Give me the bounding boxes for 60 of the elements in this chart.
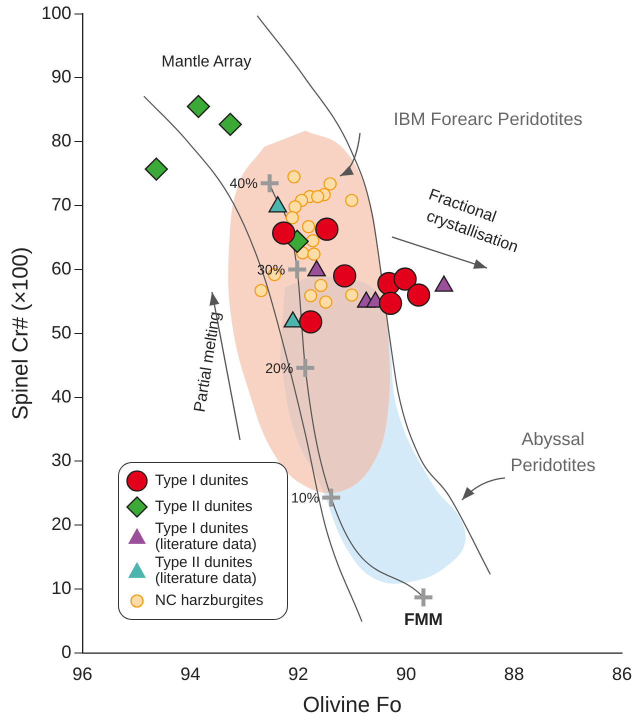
y-tick-label: 80 — [51, 130, 72, 151]
annotation: Mantle Array — [162, 53, 252, 70]
point — [288, 200, 302, 214]
point — [144, 157, 168, 181]
y-tick-label: 10 — [51, 578, 72, 598]
y-tick-label: 0 — [61, 642, 72, 662]
annotation: 40% — [230, 175, 258, 192]
point — [258, 172, 281, 194]
y-axis-title: Spinel Cr# (×100) — [7, 246, 32, 420]
y-tick-label: 30 — [51, 450, 72, 470]
point — [412, 586, 434, 608]
point — [314, 278, 328, 292]
y-tick-label: 50 — [51, 322, 72, 342]
point — [294, 356, 316, 379]
point — [286, 211, 299, 224]
y-tick-label: 20 — [51, 514, 72, 534]
y-tick-label: 90 — [51, 66, 72, 87]
point — [311, 190, 324, 204]
point — [319, 295, 332, 309]
x-axis-title: Olivine Fo — [302, 692, 402, 717]
legend-label: Type II dunites (literature data) — [155, 554, 258, 587]
annotation: Partial melting — [192, 310, 224, 414]
point — [272, 221, 296, 245]
point — [254, 284, 268, 298]
legend-label: NC harzburgites — [155, 592, 264, 609]
x-tick-label: 92 — [288, 664, 308, 684]
annotation: Abyssal Peridotites — [510, 428, 596, 475]
point — [323, 177, 337, 190]
x-tick-label: 96 — [72, 664, 92, 684]
point — [186, 94, 210, 118]
point — [406, 283, 430, 307]
point — [320, 486, 342, 509]
point — [287, 170, 301, 184]
x-tick-label: 94 — [180, 664, 200, 684]
legend-label: Type II dunites — [155, 498, 253, 515]
point — [306, 234, 320, 248]
annotation: FMM — [404, 610, 443, 630]
point — [299, 310, 322, 334]
point — [302, 220, 316, 234]
annotation: IBM Forearc Peridotites — [393, 108, 583, 129]
y-tick-label: 40 — [51, 386, 72, 406]
x-tick-label: 86 — [612, 664, 632, 684]
y-tick-label: 60 — [51, 258, 72, 278]
point — [307, 248, 320, 261]
point — [345, 288, 358, 302]
y-tick-label: 100 — [41, 2, 72, 23]
legend-label: Type I dunites — [155, 472, 248, 489]
x-tick-label: 90 — [396, 664, 416, 684]
x-tick-label: 88 — [504, 664, 524, 684]
point — [345, 194, 358, 208]
point — [304, 289, 318, 302]
point — [393, 267, 417, 291]
legend-label: Type I dunites (literature data) — [155, 520, 258, 553]
point — [315, 218, 338, 241]
line-series — [143, 96, 363, 622]
point — [333, 264, 356, 288]
point — [218, 112, 242, 136]
annotation: 10% — [291, 490, 320, 506]
point — [378, 292, 402, 316]
y-tick-label: 70 — [51, 194, 72, 215]
